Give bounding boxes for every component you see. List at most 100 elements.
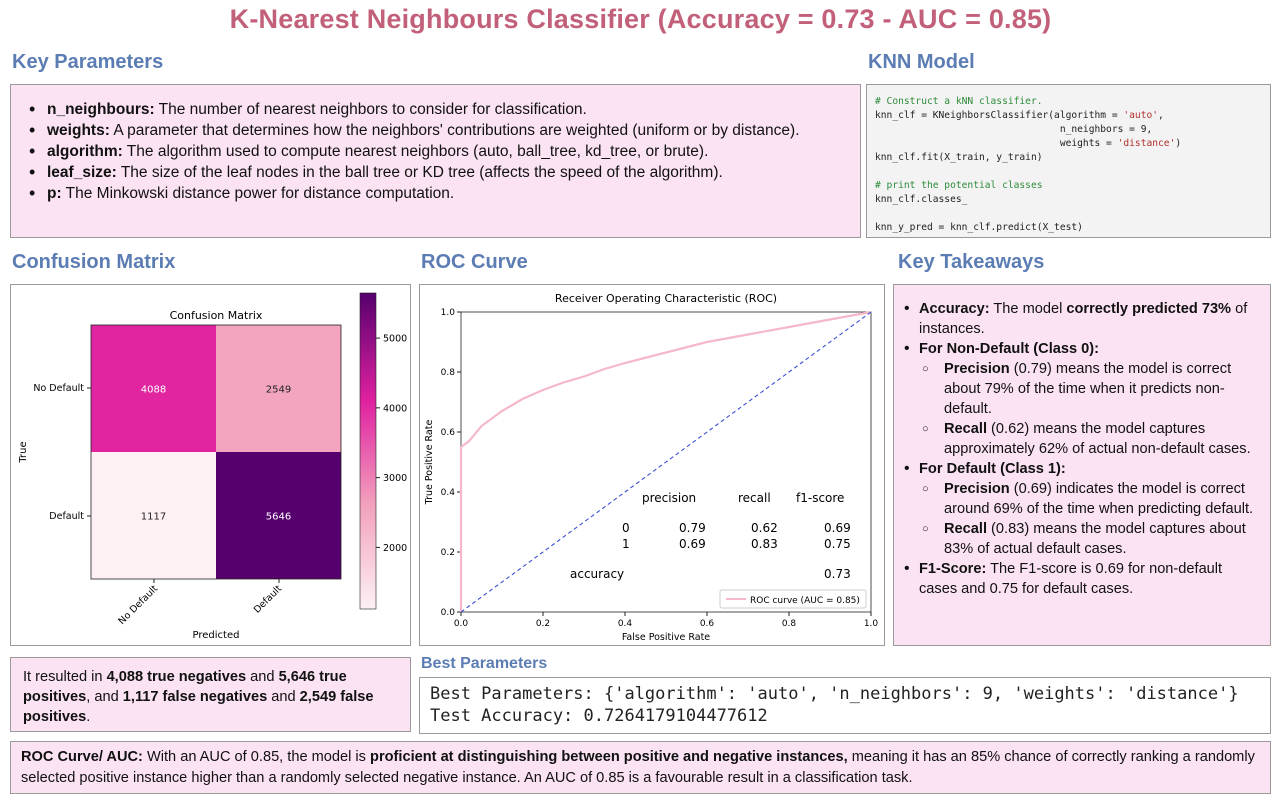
key-parameters-list: n_neighbours: The number of nearest neig… xyxy=(27,99,846,204)
report-f1: 0.69 xyxy=(824,521,851,535)
roc-ytick-label: 0.2 xyxy=(441,548,455,558)
report-header-f1: f1-score xyxy=(796,491,844,505)
knn-model-heading: KNN Model xyxy=(868,51,975,73)
report-header-precision: precision xyxy=(642,491,696,505)
cm-cell-value: 5646 xyxy=(266,512,291,523)
report-accuracy-label: accuracy xyxy=(570,567,624,581)
key-parameters-heading: Key Parameters xyxy=(12,51,164,73)
cm-colorbar-tick-label: 5000 xyxy=(383,334,407,345)
roc-curve-panel: Receiver Operating Characteristic (ROC) … xyxy=(419,284,885,646)
cm-cell-value: 1117 xyxy=(141,512,166,523)
report-class-label: 0 xyxy=(622,521,630,535)
cm-colorbar-tick-label: 2000 xyxy=(383,543,407,554)
takeaway-nondefault-heading: For Non-Default (Class 0): xyxy=(904,339,1260,359)
cm-colorbar xyxy=(359,292,377,610)
best-parameters-output: Best Parameters: {'algorithm': 'auto', '… xyxy=(419,677,1271,734)
cm-cell xyxy=(91,325,216,452)
roc-curve-line xyxy=(459,310,872,612)
roc-xtick-label: 0.0 xyxy=(454,619,469,629)
roc-xtick-label: 0.2 xyxy=(536,619,550,629)
code-line-blank xyxy=(875,207,1262,221)
param-item: n_neighbours: The number of nearest neig… xyxy=(27,99,846,120)
cm-cells: 4088 2549 1117 5646 xyxy=(91,325,341,579)
cm-ytick-label: Default xyxy=(49,511,84,522)
roc-legend: ROC curve (AUC = 0.85) xyxy=(719,589,867,609)
auc-summary-box: ROC Curve/ AUC: With an AUC of 0.85, the… xyxy=(10,741,1271,794)
takeaway-default-recall: Recall (0.83) means the model captures a… xyxy=(904,519,1260,559)
confusion-matrix-heading: Confusion Matrix xyxy=(12,251,176,273)
roc-legend-label: ROC curve (AUC = 0.85) xyxy=(750,596,860,606)
roc-chance-line xyxy=(460,311,872,613)
cm-frame xyxy=(90,324,342,580)
confusion-matrix-chart: Confusion Matrix 4088 2549 1117 5646 No Def… xyxy=(18,292,407,641)
report-accuracy-value: 0.73 xyxy=(824,567,851,581)
key-parameters-box: n_neighbours: The number of nearest neig… xyxy=(10,84,861,238)
cm-cell xyxy=(216,452,341,579)
code-line: knn_clf = KNeighborsClassifier(algorithm… xyxy=(875,110,1164,121)
roc-lines xyxy=(459,310,872,613)
cm-xtick-label: No Default xyxy=(117,583,161,627)
code-line: knn_clf.classes_ xyxy=(875,194,968,205)
code-line: # Construct a kNN classifier. xyxy=(875,96,1043,107)
roc-xlabel: False Positive Rate xyxy=(622,632,710,643)
cm-cell xyxy=(216,325,341,452)
takeaway-nondefault-recall: Recall (0.62) means the model captures a… xyxy=(904,419,1260,459)
code-line: # print the potential classes xyxy=(875,180,1043,191)
code-line: weights = 'distance') xyxy=(875,138,1182,149)
knn-code-block: # Construct a kNN classifier. knn_clf = K… xyxy=(866,84,1271,238)
report-precision: 0.69 xyxy=(679,537,706,551)
param-item: weights: A parameter that determines how… xyxy=(27,120,846,141)
cm-xtick-label: Default xyxy=(252,583,285,616)
cm-colorbar-tick-label: 3000 xyxy=(383,473,407,484)
param-item: algorithm: The algorithm used to compute… xyxy=(27,141,846,162)
roc-legend-box xyxy=(719,589,867,609)
key-takeaways-box: Accuracy: The model correctly predicted … xyxy=(893,284,1271,646)
report-recall: 0.62 xyxy=(751,521,778,535)
roc-ytick-label: 1.0 xyxy=(441,308,456,318)
report-class-label: 1 xyxy=(622,537,630,551)
takeaway-accuracy: Accuracy: The model correctly predicted … xyxy=(904,299,1260,339)
roc-ytick-label: 0.6 xyxy=(441,428,456,438)
results-summary-box: It resulted in 4,088 true negatives and … xyxy=(10,657,411,732)
param-item: leaf_size: The size of the leaf nodes in… xyxy=(27,162,846,183)
param-item: p: The Minkowski distance power for dist… xyxy=(27,183,846,204)
cm-ylabel: True xyxy=(18,441,29,463)
roc-xtick-label: 0.4 xyxy=(618,619,633,629)
roc-ytick-label: 0.8 xyxy=(441,368,456,378)
code-line: knn_y_pred = knn_clf.predict(X_test) xyxy=(875,222,1083,233)
cm-xlabel: Predicted xyxy=(193,630,240,641)
code-line-blank xyxy=(875,165,1262,179)
confusion-matrix-panel: Confusion Matrix 4088 2549 1117 5646 No Def… xyxy=(10,284,411,646)
key-takeaways-heading: Key Takeaways xyxy=(898,251,1045,273)
cm-colorbar-tick-label: 4000 xyxy=(383,403,407,414)
roc-xtick-label: 1.0 xyxy=(864,619,879,629)
cm-cell-value: 2549 xyxy=(266,385,291,396)
roc-axes: 0.0 0.2 0.4 0.6 0.8 1.0 0.0 0.2 0.4 0.6 0.8 1.0 xyxy=(441,308,879,629)
report-precision: 0.79 xyxy=(679,521,706,535)
report-header-recall: recall xyxy=(738,491,771,505)
roc-xtick-label: 0.6 xyxy=(700,619,715,629)
roc-ytick-label: 0.0 xyxy=(441,608,456,618)
code-line: n_neighbors = 9, xyxy=(875,124,1153,135)
roc-ytick-label: 0.4 xyxy=(441,488,456,498)
page-title: K-Nearest Neighbours Classifier (Accurac… xyxy=(229,4,1052,34)
cm-cell-value: 4088 xyxy=(141,385,166,396)
cm-ytick-label: No Default xyxy=(33,383,84,394)
roc-ylabel: True Positive Rate xyxy=(424,420,435,506)
takeaway-f1: F1-Score: The F1-score is 0.69 for non-d… xyxy=(904,559,1260,599)
roc-chart: Receiver Operating Characteristic (ROC) … xyxy=(424,292,879,643)
takeaway-default-precision: Precision (0.69) indicates the model is … xyxy=(904,479,1260,519)
test-accuracy-line: Test Accuracy: 0.7264179104477612 xyxy=(430,706,768,726)
best-parameters-heading: Best Parameters xyxy=(421,655,548,672)
takeaway-default-heading: For Default (Class 1): xyxy=(904,459,1260,479)
roc-title: Receiver Operating Characteristic (ROC) xyxy=(555,292,777,305)
cm-cell xyxy=(91,452,216,579)
roc-xtick-label: 0.8 xyxy=(782,619,797,629)
takeaway-nondefault-precision: Precision (0.79) means the model is corr… xyxy=(904,359,1260,419)
code-line: knn_clf.fit(X_train, y_train) xyxy=(875,152,1043,163)
report-f1: 0.75 xyxy=(824,537,851,551)
report-recall: 0.83 xyxy=(751,537,778,551)
classification-report: precision recall f1-score 0 0.79 0.62 0.… xyxy=(570,491,851,581)
cm-colorbar-ticks: 5000 4000 3000 2000 xyxy=(376,334,407,554)
cm-title: Confusion Matrix xyxy=(170,309,263,322)
